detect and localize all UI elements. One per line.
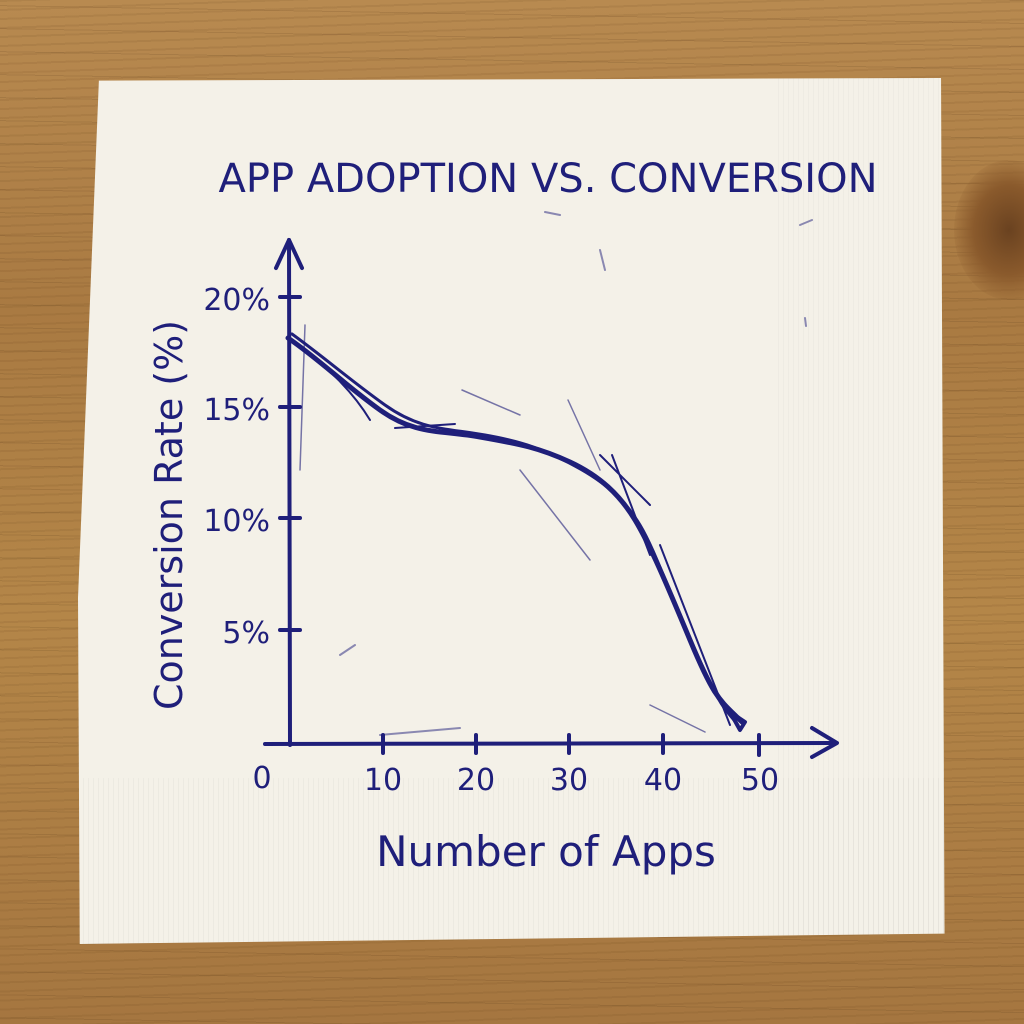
x-axis: 0 10 20 30 40 50 [252,726,839,798]
y-tick-15: 15% [203,393,270,428]
x-tick-10: 10 [364,763,402,798]
y-tick-20: 20% [203,283,270,318]
x-tick-30: 30 [550,763,588,798]
x-tick-40: 40 [644,763,682,798]
x-tick-50: 50 [741,763,779,798]
stray-ink-marks [339,211,813,736]
y-tick-10: 10% [203,504,270,539]
x-axis-arrow-icon [810,726,839,759]
y-axis-arrow-icon [274,238,304,270]
x-axis-label: Number of Apps [376,827,716,876]
napkin [78,78,945,944]
y-axis-label: Conversion Rate (%) [147,320,191,710]
y-axis: 20% 15% 10% 5% [203,238,304,747]
data-line [285,324,747,733]
chart-title: APP ADOPTION VS. CONVERSION [219,156,878,202]
x-tick-0: 0 [252,761,271,796]
x-tick-20: 20 [457,763,495,798]
y-tick-5: 5% [222,616,270,651]
